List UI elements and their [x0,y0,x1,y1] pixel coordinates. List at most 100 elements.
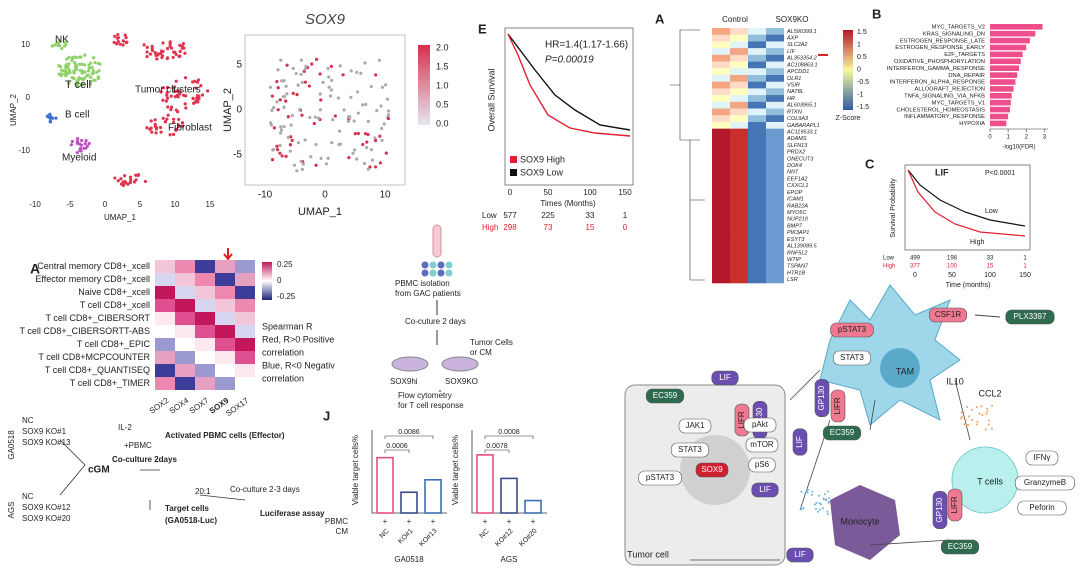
umap-cell [331,118,335,122]
heatmap-cell [712,61,730,69]
umap-cell [154,131,158,135]
umap-cell [286,115,290,119]
assay-label: +PBMC [124,441,152,450]
risk-count: 499 [910,256,921,262]
umap-cell [200,93,205,97]
heatmap-cell [766,195,784,203]
annotation: P=0.00019 [545,55,594,66]
heatmap-cell [730,148,748,156]
dendrogram [670,29,705,281]
category-label: TNFA_SIGNALING_VIA_NFKB [904,94,985,100]
heatmap-cell [712,262,730,270]
bar [990,44,1027,51]
umap-cell [75,151,79,155]
heatmap-cell [766,148,784,156]
umap-cell [174,127,178,131]
secreted-dot [960,411,963,414]
umap-cell [366,132,370,137]
heatmap-cell [766,269,784,277]
assay-label: 20:1 [195,487,211,496]
umap-cell [183,102,187,106]
umap-cell [153,51,157,55]
panel-letter: B [872,6,881,21]
node-shape [748,457,776,473]
umap-cell [178,90,182,94]
x-tick-label: 15 [206,200,215,209]
node-shape [830,322,874,338]
node-label: GranzymeB [1024,478,1066,487]
heatmap-cell [730,61,748,69]
annotation: P<0.0001 [985,170,1015,177]
bar [990,24,1043,30]
x-tick-label: 0 [913,272,917,279]
umap-cell [171,55,175,60]
heatmap-cell [748,222,766,230]
assay-label: SOX9 KO#20 [22,514,71,523]
heatmap-cell [712,242,730,250]
secreted-dot [822,507,825,510]
node-shape [792,428,808,456]
gene-label: LSR [787,277,798,283]
y-tick-label: -5 [233,150,242,161]
umap-cell [314,142,318,147]
umap-cell [132,180,136,184]
umap-cell [327,75,331,79]
risk-count: 1 [1023,256,1027,262]
umap-cell [361,142,365,147]
heatmap-cell [730,236,748,244]
heatmap-cell [155,377,175,390]
umap-cell [113,176,117,180]
umap-cell [184,106,188,110]
umap-cell [364,102,368,106]
heatmap-cell [215,286,235,299]
heatmap-cell [712,222,730,230]
node-label: SOX9 [701,465,723,474]
heatmap-cell [712,269,730,277]
colorbar-label: 1.0 [436,80,449,90]
curve-label: High [970,239,985,246]
assay-label: Activated PBMC cells (Effector) [165,431,285,440]
risk-group: High [482,223,498,232]
heatmap-cell [730,162,748,170]
heatmap-cell [712,162,730,170]
heatmap-cell [712,101,730,109]
gene-label: SLFN13 [787,143,808,149]
heatmap-cell [748,249,766,257]
gene-label: APCDD1 [786,69,809,75]
secreted-dot [975,406,978,409]
panel-title: SOX9 [305,11,346,28]
assay-label: GA0518 [7,430,16,460]
heatmap-cell [175,364,195,377]
umap-cell [291,66,295,71]
umap-cell [346,119,351,123]
umap-cell [284,84,288,88]
umap-cell [329,88,334,92]
heatmap-cell [175,325,195,338]
km-high [907,169,1026,237]
umap-cell [86,69,91,73]
heatmap-cell [195,377,215,390]
row-value: + [383,517,388,526]
umap-cell [278,98,282,102]
heatmap-cell [712,175,730,183]
node-label: STAT3 [678,445,702,454]
category-label: DNA_REPAIR [948,73,985,79]
step-label: Tumor Cells [470,338,513,347]
gene-label: GABARAPL1 [787,123,820,129]
umap-cell [136,173,140,178]
umap-cell [353,148,357,152]
heatmap-cell [155,286,175,299]
gene-label: RTKN [787,109,802,115]
secreted-dot [987,423,990,426]
heatmap-cell [235,377,255,390]
umap-cell [289,123,293,127]
heatmap-cell [748,101,766,109]
umap-cell [160,55,164,60]
bar [990,72,1018,78]
heatmap-cell [766,215,784,223]
secreted-dot [818,502,821,505]
umap-cell [276,108,280,112]
umap-cell [303,67,307,71]
heatmap-cell [766,108,784,116]
heatmap-cell [748,81,766,89]
